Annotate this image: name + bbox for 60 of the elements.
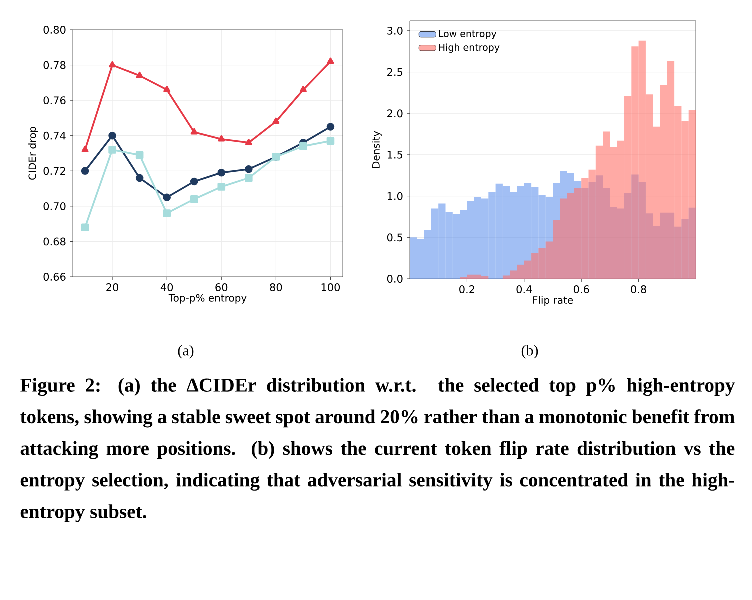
x-tick-label: 0.8 xyxy=(631,286,646,294)
y-axis-title: Density xyxy=(372,131,382,168)
x-tick-label: 80 xyxy=(270,284,282,292)
point xyxy=(300,142,308,150)
point xyxy=(163,210,171,218)
x-tick-label: 0.6 xyxy=(574,286,590,294)
point xyxy=(81,167,90,176)
y-tick-label: 0.78 xyxy=(44,61,66,70)
point xyxy=(272,118,280,124)
point xyxy=(327,58,334,64)
point xyxy=(326,123,335,131)
point xyxy=(190,178,198,186)
point xyxy=(326,137,335,146)
x-tick-label: 20 xyxy=(106,284,119,292)
point xyxy=(245,165,253,174)
point xyxy=(108,132,116,140)
point xyxy=(81,224,90,232)
x-tick-label: 0.4 xyxy=(516,286,532,294)
point xyxy=(218,169,226,177)
point xyxy=(190,128,198,135)
point xyxy=(245,139,252,146)
point xyxy=(136,174,144,182)
y-tick-label: 0.76 xyxy=(44,96,66,105)
y-tick-label: 1.5 xyxy=(388,151,403,159)
point xyxy=(218,135,226,142)
legend-label: High entropy xyxy=(439,44,500,53)
text: (a) xyxy=(178,345,194,359)
point xyxy=(108,146,116,154)
y-tick-label: 0.66 xyxy=(44,273,66,281)
text: (b) xyxy=(522,345,538,359)
point xyxy=(136,72,144,78)
y-tick-label: 0.70 xyxy=(44,202,66,210)
x-tick-label: 40 xyxy=(160,284,174,292)
point xyxy=(190,195,198,204)
point xyxy=(164,86,171,92)
point xyxy=(300,86,307,92)
x-tick-label: 60 xyxy=(216,284,228,292)
y-tick-label: 3.0 xyxy=(388,26,403,35)
y-axis-title: CIDEr drop xyxy=(28,127,38,180)
y-tick-label: 0.80 xyxy=(44,26,66,34)
point xyxy=(109,61,116,68)
caption: Figure 2: (a) the ΔCIDEr distribution w.r.t. the selected top p% high-entropy tokens, showing a stable sweet spot around 20% rather than a monotonic benefit from attacking more positions. (b) shows the current token flip rate distribution vs the entropy selection, indicating that adversarial sensitivity is concentrated in the high-entropy subset. xyxy=(20,378,736,522)
point xyxy=(218,183,226,191)
point xyxy=(82,146,89,152)
y-tick-label: 0.68 xyxy=(44,238,66,246)
y-tick-label: 0.72 xyxy=(44,167,66,176)
x-tick-label: 0.2 xyxy=(460,286,475,294)
x-axis-title: Flip rate xyxy=(533,296,574,306)
x-axis-title: Top-p% entropy xyxy=(168,294,247,304)
y-tick-label: 0.0 xyxy=(387,275,403,283)
point xyxy=(163,194,171,202)
legend-label: Low entropy xyxy=(439,30,497,40)
y-tick-label: 0.74 xyxy=(44,132,66,140)
x-tick-label: 100 xyxy=(322,284,340,292)
point xyxy=(245,174,253,182)
point xyxy=(136,151,144,160)
y-tick-label: 0.5 xyxy=(387,234,403,242)
y-tick-label: 2.0 xyxy=(388,110,403,118)
y-tick-label: 1.0 xyxy=(388,192,403,200)
y-tick-label: 2.5 xyxy=(388,68,403,76)
